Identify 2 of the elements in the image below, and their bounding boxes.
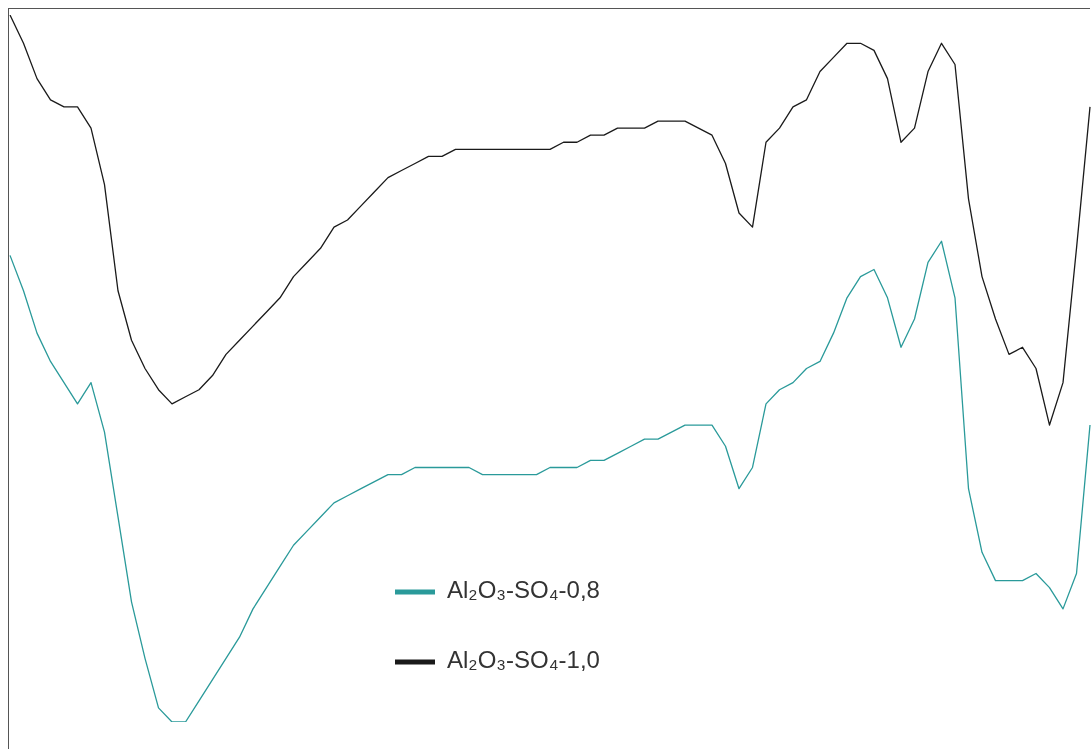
legend-label: Al₂O₃-SO₄-0,8 xyxy=(447,576,600,603)
legend-label: Al₂O₃-SO₄-1,0 xyxy=(447,646,600,673)
